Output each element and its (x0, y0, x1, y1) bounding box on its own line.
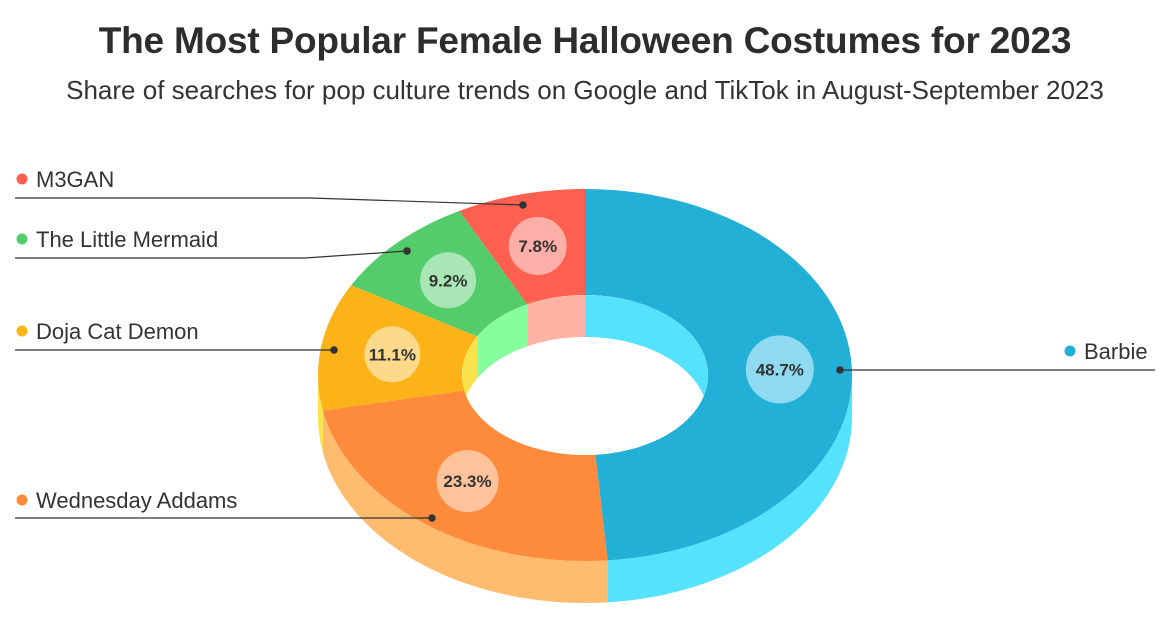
leader-dot-wednesday-addams (428, 514, 436, 522)
value-label-the-little-mermaid: 9.2% (429, 271, 468, 290)
leader-line-the-little-mermaid (15, 250, 408, 259)
value-bubble-barbie (745, 335, 814, 404)
legend-dot-wednesday-addams (16, 494, 28, 506)
hole-wall-barbie (585, 295, 708, 417)
leader-dot-barbie (836, 366, 844, 374)
leader-dot-the-little-mermaid (403, 247, 411, 255)
value-label-doja-cat-demon: 11.1% (369, 345, 416, 364)
legend-label-the-little-mermaid: The Little Mermaid (36, 227, 218, 252)
hole-bottom (462, 337, 708, 455)
value-label-m3gan: 7.8% (518, 237, 557, 256)
value-bubbles: 48.7% 23.3% 11.1% 9.2% 7.8% (364, 216, 814, 513)
leader-line-m3gan (15, 197, 524, 206)
value-bubble-wednesday-addams (436, 450, 499, 513)
chart-subtitle: Share of searches for pop culture trends… (66, 75, 1104, 105)
side-doja-cat-demon (318, 375, 323, 453)
legend-dot-barbie (1064, 345, 1076, 357)
legend: Barbie Wednesday Addams Doja Cat Demon The … (15, 167, 1155, 522)
value-label-wednesday-addams: 23.3% (443, 472, 491, 491)
chart-title: The Most Popular Female Halloween Costum… (98, 20, 1072, 61)
slice-barbie (585, 189, 852, 561)
leader-dot-m3gan (519, 201, 527, 209)
leader-dot-doja-cat-demon (330, 346, 338, 354)
legend-label-doja-cat-demon: Doja Cat Demon (36, 319, 199, 344)
donut-sides (318, 375, 853, 603)
side-barbie (607, 375, 853, 603)
legend-label-barbie: Barbie (1084, 339, 1148, 364)
hole-depth (462, 295, 708, 455)
value-bubble-doja-cat-demon (364, 326, 421, 383)
legend-dot-the-little-mermaid (16, 233, 28, 245)
legend-dot-doja-cat-demon (16, 325, 28, 337)
hole-wall-the-little-mermaid (477, 304, 528, 379)
side-wednesday-addams (322, 410, 608, 603)
legend-label-wednesday-addams: Wednesday Addams (36, 488, 237, 513)
value-bubble-the-little-mermaid (420, 252, 477, 309)
legend-label-m3gan: M3GAN (36, 167, 114, 192)
legend-dot-m3gan (16, 173, 28, 185)
hole-wall-m3gan (527, 295, 585, 347)
value-bubble-m3gan (508, 216, 567, 275)
value-label-barbie: 48.7% (756, 360, 804, 379)
